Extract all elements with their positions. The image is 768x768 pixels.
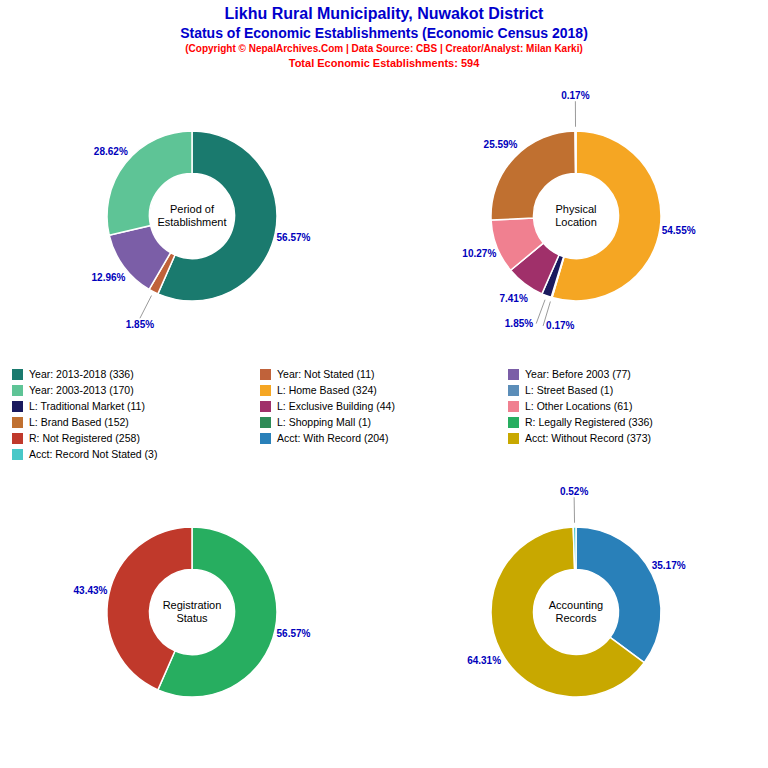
html-text:Acct: With Record (204): Acct: With Record (204) xyxy=(277,432,389,444)
html-text:R: Legally Registered (336): R: Legally Registered (336) xyxy=(525,416,653,428)
html-text:Year: Before 2003 (77): Year: Before 2003 (77) xyxy=(525,368,631,380)
svg-text:1.85%: 1.85% xyxy=(505,318,533,329)
html-text:L: Shopping Mall (1): L: Shopping Mall (1) xyxy=(277,416,371,428)
html-text:Period of: Period of xyxy=(170,203,214,215)
svg-text:56.57%: 56.57% xyxy=(277,232,311,243)
html-text:Establishment: Establishment xyxy=(157,216,227,228)
html-text:Total Economic Establishments:: Total Economic Establishments: 594 xyxy=(288,57,480,69)
html-text:L: Other Locations (61): L: Other Locations (61) xyxy=(525,400,633,412)
html-text:Physical: Physical xyxy=(555,203,597,215)
html-text:L: Traditional Market (11): L: Traditional Market (11) xyxy=(29,400,145,412)
html-text:Likhu Rural Municipality, Nuwa: Likhu Rural Municipality, Nuwakot Distri… xyxy=(224,5,544,22)
html-text:R: Not Registered (258): R: Not Registered (258) xyxy=(29,432,140,444)
html-text:Acct: Without Record (373): Acct: Without Record (373) xyxy=(525,432,651,444)
html-text:Year: 2013-2018 (336): Year: 2013-2018 (336) xyxy=(29,368,134,380)
svg-text:0.17%: 0.17% xyxy=(561,90,589,101)
html-text:Status: Status xyxy=(176,612,208,624)
svg-text:12.96%: 12.96% xyxy=(92,272,126,283)
svg-text:0.17%: 0.17% xyxy=(546,320,574,331)
svg-text:35.17%: 35.17% xyxy=(652,560,686,571)
svg-text:1.85%: 1.85% xyxy=(126,319,154,330)
html-text:L: Exclusive Building (44): L: Exclusive Building (44) xyxy=(277,400,395,412)
svg-text:54.55%: 54.55% xyxy=(662,225,696,236)
svg-text:28.62%: 28.62% xyxy=(94,146,128,157)
html-text:L: Home Based (324): L: Home Based (324) xyxy=(277,384,377,396)
html-text:Status of Economic Establishme: Status of Economic Establishments (Econo… xyxy=(180,25,588,41)
html-text:Acct: Record Not Stated (3): Acct: Record Not Stated (3) xyxy=(29,448,158,460)
svg-text:43.43%: 43.43% xyxy=(74,585,108,596)
svg-text:64.31%: 64.31% xyxy=(467,655,501,666)
svg-text:7.41%: 7.41% xyxy=(499,293,527,304)
html-text:Year: Not Stated (11): Year: Not Stated (11) xyxy=(277,368,375,380)
svg-text:0.52%: 0.52% xyxy=(560,486,588,497)
svg-text:10.27%: 10.27% xyxy=(462,248,496,259)
html-text:(Copyright © NepalArchives.Com: (Copyright © NepalArchives.Com | Data So… xyxy=(185,43,583,54)
svg-text:56.57%: 56.57% xyxy=(277,628,311,639)
html-text:Records: Records xyxy=(555,612,597,624)
html-text:L: Brand Based (152): L: Brand Based (152) xyxy=(29,416,129,428)
html-text:Registration: Registration xyxy=(162,599,222,611)
html-text:Accounting: Accounting xyxy=(548,599,604,611)
svg-text:25.59%: 25.59% xyxy=(484,139,518,150)
html-text:Location: Location xyxy=(555,216,597,228)
html-text:Year: 2003-2013 (170): Year: 2003-2013 (170) xyxy=(29,384,134,396)
html-text:L: Street Based (1): L: Street Based (1) xyxy=(525,384,614,396)
